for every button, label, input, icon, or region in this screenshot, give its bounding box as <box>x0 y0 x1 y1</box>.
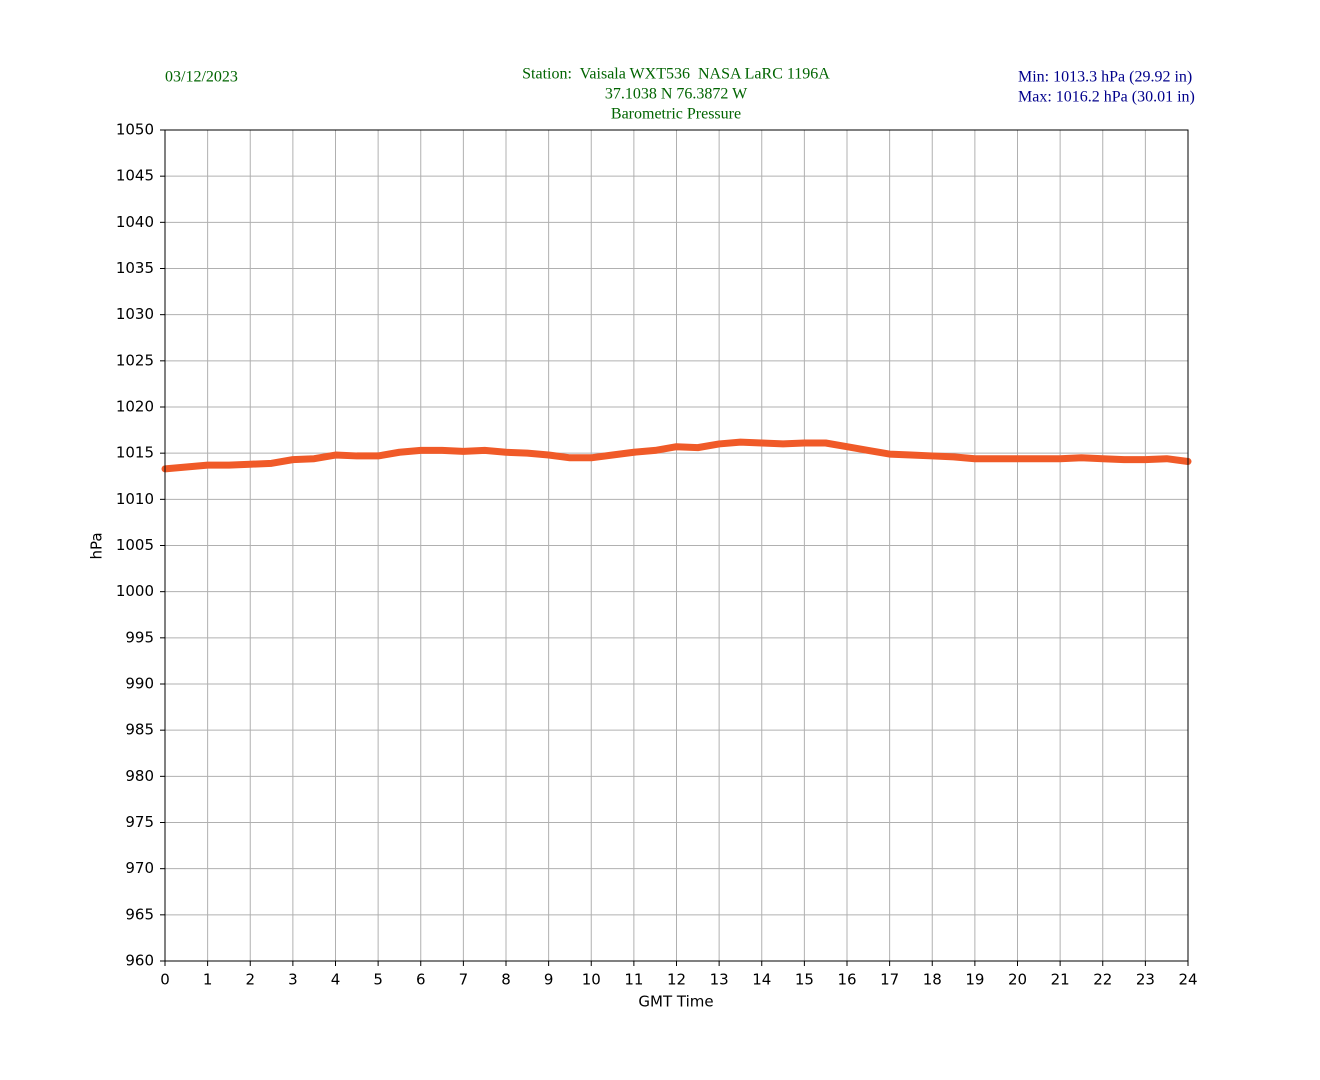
data-line <box>161 438 1192 473</box>
y-tick-label: 1010 <box>116 490 154 508</box>
x-tick-label: 3 <box>288 971 298 989</box>
x-axis-label: GMT Time <box>638 993 713 1011</box>
x-tick-label: 7 <box>459 971 469 989</box>
y-tick-label: 1005 <box>116 536 154 554</box>
x-tick-label: 2 <box>245 971 255 989</box>
y-tick-label: 995 <box>125 628 154 646</box>
x-tick-label: 12 <box>667 971 686 989</box>
x-tick-label: 5 <box>373 971 383 989</box>
x-tick-label: 18 <box>923 971 942 989</box>
y-tick-label: 985 <box>125 721 154 739</box>
y-tick-label: 1015 <box>116 444 154 462</box>
y-tick-label: 970 <box>125 859 154 877</box>
x-tick-label: 17 <box>880 971 899 989</box>
y-tick-label: 960 <box>125 952 154 970</box>
x-tick-label: 14 <box>752 971 771 989</box>
y-tick-label: 1050 <box>116 121 154 139</box>
x-tick-label: 6 <box>416 971 426 989</box>
date: 03/12/2023 <box>165 69 238 86</box>
x-tick-label: 16 <box>837 971 856 989</box>
x-tick-label: 4 <box>331 971 341 989</box>
y-tick-label: 965 <box>125 905 154 923</box>
x-tick-label: 21 <box>1051 971 1070 989</box>
x-tick-label: 24 <box>1178 971 1197 989</box>
y-tick-label: 990 <box>125 675 154 693</box>
x-tick-label: 10 <box>582 971 601 989</box>
x-tick-label: 13 <box>710 971 729 989</box>
y-tick-label: 975 <box>125 813 154 831</box>
y-tick-label: 1025 <box>116 351 154 369</box>
x-tick-label: 8 <box>501 971 511 989</box>
y-tick-label: 1030 <box>116 305 154 323</box>
title-line: 37.1038 N 76.3872 W <box>605 86 748 103</box>
y-axis-label: hPa <box>88 532 106 559</box>
x-tick-label: 22 <box>1093 971 1112 989</box>
y-tick-label: 980 <box>125 767 154 785</box>
stats-line: Max: 1016.2 hPa (30.01 in) <box>1018 89 1195 106</box>
y-tick-label: 1045 <box>116 167 154 185</box>
y-tick-label: 1035 <box>116 259 154 277</box>
x-tick-label: 19 <box>965 971 984 989</box>
x-tick-label: 23 <box>1136 971 1155 989</box>
y-tick-label: 1020 <box>116 398 154 416</box>
stats-line: Min: 1013.3 hPa (29.92 in) <box>1018 69 1192 86</box>
x-tick-label: 15 <box>795 971 814 989</box>
title-line: Station: Vaisala WXT536 NASA LaRC 1196A <box>522 66 830 83</box>
title-line: Barometric Pressure <box>611 106 741 123</box>
y-tick-label: 1000 <box>116 582 154 600</box>
x-tick-label: 1 <box>203 971 213 989</box>
x-tick-label: 0 <box>160 971 170 989</box>
x-tick-label: 11 <box>624 971 643 989</box>
plot-frame <box>164 129 1189 962</box>
y-tick-label: 1040 <box>116 213 154 231</box>
x-tick-label: 20 <box>1008 971 1027 989</box>
x-tick-label: 9 <box>544 971 554 989</box>
